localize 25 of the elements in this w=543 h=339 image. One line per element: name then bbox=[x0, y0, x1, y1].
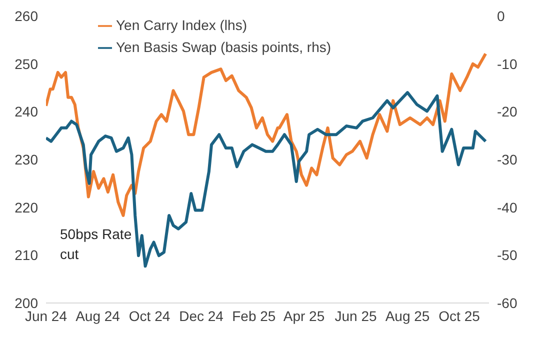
y-tick-label: 210 bbox=[14, 247, 38, 264]
x-tick-label: Dec 24 bbox=[179, 308, 224, 324]
y-tick-label: 220 bbox=[14, 199, 38, 216]
y-tick-label: 230 bbox=[14, 151, 38, 168]
x-tick-label: Aug 25 bbox=[385, 308, 430, 324]
legend-label: Yen Basis Swap (basis points, rhs) bbox=[116, 39, 332, 55]
y2-tick-label: -60 bbox=[497, 294, 518, 311]
x-tick-label: Aug 24 bbox=[76, 308, 120, 324]
x-tick-label: Oct 25 bbox=[438, 308, 480, 324]
y2-tick-label: 0 bbox=[497, 8, 505, 24]
legend-label: Yen Carry Index (lhs) bbox=[116, 17, 247, 33]
y2-tick-label: -40 bbox=[497, 199, 518, 216]
x-tick-label: Feb 25 bbox=[232, 308, 276, 324]
y2-tick-label: -20 bbox=[497, 104, 518, 120]
y2-tick-label: -10 bbox=[497, 56, 518, 72]
line-series bbox=[46, 91, 488, 268]
x-tick-label: Jun 25 bbox=[334, 308, 377, 324]
annotation: 50bps Rate cut bbox=[60, 225, 133, 264]
y-tick-label: 240 bbox=[14, 104, 38, 120]
y-tick-label: 250 bbox=[14, 56, 38, 72]
y2-tick-label: -30 bbox=[497, 151, 518, 168]
y2-tick-label: -50 bbox=[497, 247, 518, 264]
x-tick-label: Oct 24 bbox=[128, 308, 170, 324]
x-tick-label: Apr 25 bbox=[283, 308, 325, 324]
y-tick-label: 260 bbox=[14, 8, 38, 24]
